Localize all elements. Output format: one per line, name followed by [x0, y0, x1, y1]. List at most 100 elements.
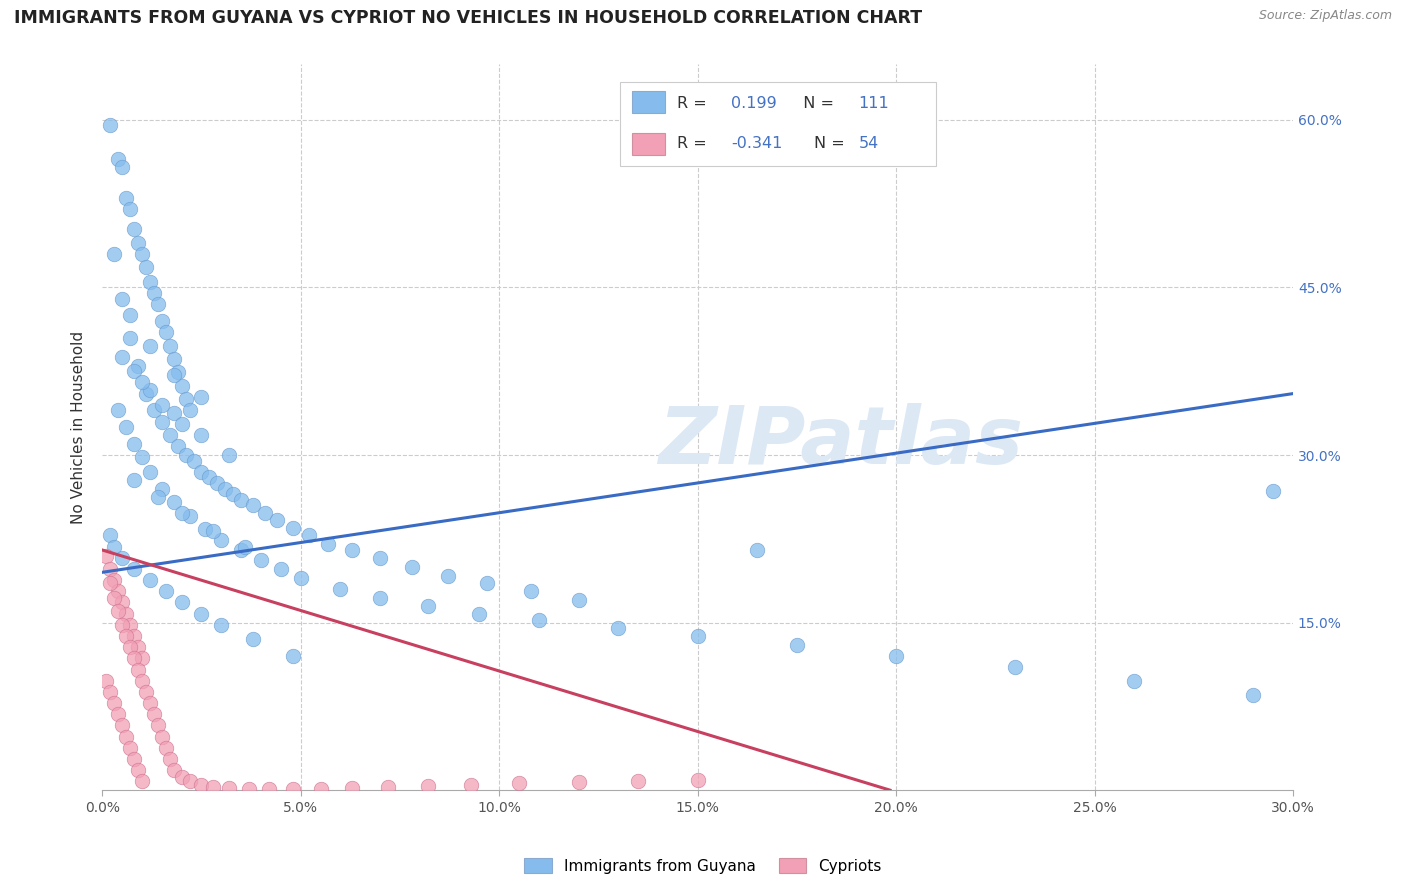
Point	[107, 707, 129, 722]
Point	[111, 595, 134, 609]
Point	[155, 584, 177, 599]
Point	[127, 663, 149, 677]
Point	[190, 607, 212, 621]
Point	[163, 368, 186, 382]
Point	[567, 775, 589, 789]
Text: 0.199: 0.199	[731, 96, 776, 112]
Point	[257, 782, 280, 797]
Point	[131, 673, 153, 688]
Point	[567, 593, 589, 607]
Point	[131, 651, 153, 665]
Point	[98, 685, 121, 699]
FancyBboxPatch shape	[633, 133, 665, 155]
Point	[231, 492, 253, 507]
Point	[115, 730, 138, 744]
Point	[460, 778, 482, 792]
Point	[142, 286, 165, 301]
Point	[508, 776, 530, 790]
Point	[150, 398, 173, 412]
Point	[122, 473, 145, 487]
Point	[166, 365, 188, 379]
Point	[98, 528, 121, 542]
Point	[170, 378, 193, 392]
Point	[174, 392, 197, 407]
Point	[111, 550, 134, 565]
Point	[98, 576, 121, 591]
Point	[107, 152, 129, 166]
Point	[139, 383, 162, 397]
Point	[122, 222, 145, 236]
Point	[179, 509, 201, 524]
Point	[118, 640, 141, 655]
Point	[155, 325, 177, 339]
Point	[118, 617, 141, 632]
Point	[98, 562, 121, 576]
Point	[107, 403, 129, 417]
Point	[142, 403, 165, 417]
Point	[135, 685, 157, 699]
Text: Source: ZipAtlas.com: Source: ZipAtlas.com	[1258, 9, 1392, 22]
Point	[139, 696, 162, 710]
Point	[266, 513, 288, 527]
Point	[103, 540, 125, 554]
Text: 111: 111	[859, 96, 889, 112]
Point	[377, 780, 399, 794]
Point	[150, 314, 173, 328]
Point	[401, 559, 423, 574]
Point	[416, 779, 439, 793]
Point	[477, 576, 499, 591]
Point	[214, 482, 236, 496]
Point	[253, 506, 276, 520]
Point	[209, 617, 232, 632]
Point	[202, 524, 225, 538]
Point	[127, 763, 149, 777]
Point	[118, 740, 141, 755]
Point	[103, 696, 125, 710]
Point	[183, 453, 205, 467]
Point	[368, 550, 391, 565]
Point	[135, 386, 157, 401]
Point	[416, 599, 439, 613]
Point	[163, 406, 186, 420]
Point	[131, 450, 153, 465]
Point	[222, 487, 245, 501]
Point	[309, 782, 332, 797]
Point	[107, 604, 129, 618]
Point	[218, 448, 240, 462]
Point	[122, 629, 145, 643]
Point	[202, 780, 225, 794]
Point	[142, 707, 165, 722]
Point	[270, 562, 292, 576]
Point	[468, 607, 491, 621]
Text: R =: R =	[678, 96, 713, 112]
Point	[190, 778, 212, 792]
Point	[298, 528, 321, 542]
Point	[115, 191, 138, 205]
Point	[884, 649, 907, 664]
Point	[150, 482, 173, 496]
Point	[139, 465, 162, 479]
Point	[238, 782, 260, 797]
Point	[159, 428, 181, 442]
Point	[146, 718, 169, 732]
Point	[115, 629, 138, 643]
Point	[131, 774, 153, 789]
Text: N =: N =	[793, 96, 839, 112]
Point	[127, 640, 149, 655]
Point	[281, 649, 304, 664]
Point	[198, 470, 221, 484]
Point	[1004, 660, 1026, 674]
Point	[686, 773, 709, 788]
Point	[118, 331, 141, 345]
FancyBboxPatch shape	[633, 91, 665, 112]
Point	[127, 235, 149, 250]
Point	[166, 439, 188, 453]
Point	[111, 350, 134, 364]
Point	[686, 629, 709, 643]
Point	[233, 540, 256, 554]
Point	[111, 617, 134, 632]
Point	[159, 752, 181, 766]
Point	[290, 571, 312, 585]
Point	[179, 774, 201, 789]
Point	[170, 770, 193, 784]
